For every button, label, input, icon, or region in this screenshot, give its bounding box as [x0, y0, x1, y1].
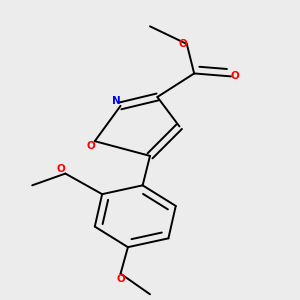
Text: O: O — [86, 141, 95, 151]
Text: O: O — [116, 274, 125, 284]
Text: O: O — [57, 164, 65, 174]
Text: O: O — [231, 71, 240, 81]
Text: O: O — [178, 39, 187, 49]
Text: N: N — [112, 96, 121, 106]
